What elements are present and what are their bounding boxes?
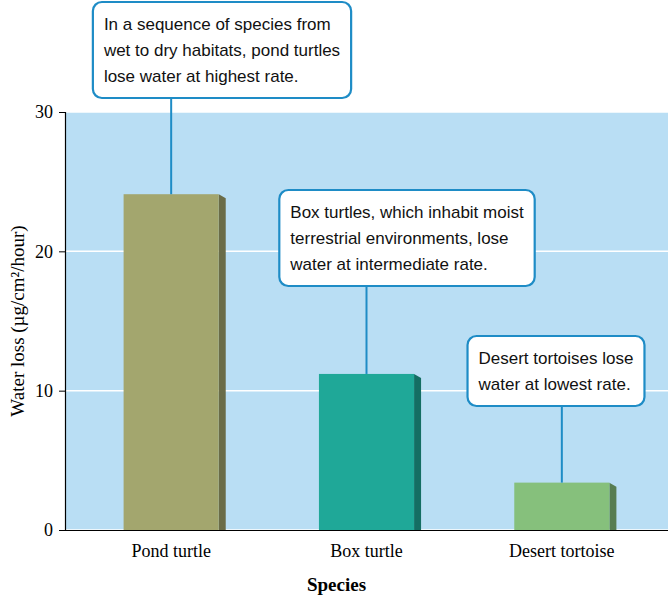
- tick-label: 0: [44, 520, 53, 540]
- axis-line: [66, 530, 668, 531]
- tick-label: 20: [35, 242, 53, 262]
- callout-pointer: [561, 406, 563, 483]
- grid-line: [65, 111, 668, 113]
- callout-text: water at intermediate rate.: [289, 255, 487, 274]
- callout-text: Desert tortoises lose: [479, 349, 634, 368]
- callout-box: [468, 336, 645, 406]
- callout-text: lose water at highest rate.: [104, 67, 299, 86]
- bar-side: [219, 194, 226, 530]
- x-axis-title: Species: [307, 574, 366, 595]
- y-tick: 30: [35, 102, 65, 122]
- y-axis: 0 10 20 30: [35, 102, 66, 540]
- tick-mark: [59, 530, 65, 531]
- chart-svg: 0 10 20 30 Pond turtle Box turtle Desert torto…: [0, 0, 668, 600]
- x-tick: Desert tortoise: [509, 530, 614, 561]
- tick-label: 30: [35, 102, 53, 122]
- bar-side: [414, 374, 421, 530]
- callout-pointer: [366, 286, 368, 374]
- tick-mark: [59, 112, 65, 113]
- axis-line: [59, 113, 66, 531]
- annotations: In a sequence of species from wet to dry …: [93, 2, 645, 483]
- callout-text: terrestrial environments, lose: [290, 229, 508, 248]
- tick-label: Pond turtle: [131, 541, 211, 561]
- callout-text: Box turtles, which inhabit moist: [290, 203, 524, 222]
- callout-box: [93, 2, 351, 98]
- plot-background: [65, 112, 668, 530]
- bar: [124, 194, 219, 530]
- bar-side: [609, 483, 616, 530]
- y-tick: 10: [35, 381, 65, 401]
- tick-mark: [59, 251, 65, 252]
- tick-label: 10: [35, 381, 53, 401]
- grid: [65, 112, 668, 530]
- callout-text: In a sequence of species from: [104, 15, 331, 34]
- x-tick: Pond turtle: [131, 530, 211, 561]
- callout-pointer: [170, 98, 172, 194]
- tick-mark: [59, 391, 65, 392]
- tick-label: Desert tortoise: [509, 541, 614, 561]
- callout-box: [279, 190, 534, 286]
- tick-label: Box turtle: [330, 541, 403, 561]
- callout: Desert tortoises lose water at lowest rat…: [468, 336, 645, 483]
- callout-text: wet to dry habitats, pond turtles: [103, 41, 340, 60]
- callout-text: water at lowest rate.: [478, 375, 631, 394]
- y-tick: 20: [35, 242, 65, 262]
- y-tick: 0: [44, 520, 65, 540]
- y-axis-title: Water loss (µg/cm²/hour): [7, 225, 29, 416]
- x-tick: Box turtle: [330, 530, 403, 561]
- bar: [319, 374, 414, 530]
- bar: [514, 483, 609, 530]
- callout: In a sequence of species from wet to dry …: [93, 2, 351, 194]
- chart-container: 0 10 20 30 Pond turtle Box turtle Desert torto…: [0, 0, 668, 600]
- x-axis: Pond turtle Box turtle Desert tortoise: [66, 530, 668, 561]
